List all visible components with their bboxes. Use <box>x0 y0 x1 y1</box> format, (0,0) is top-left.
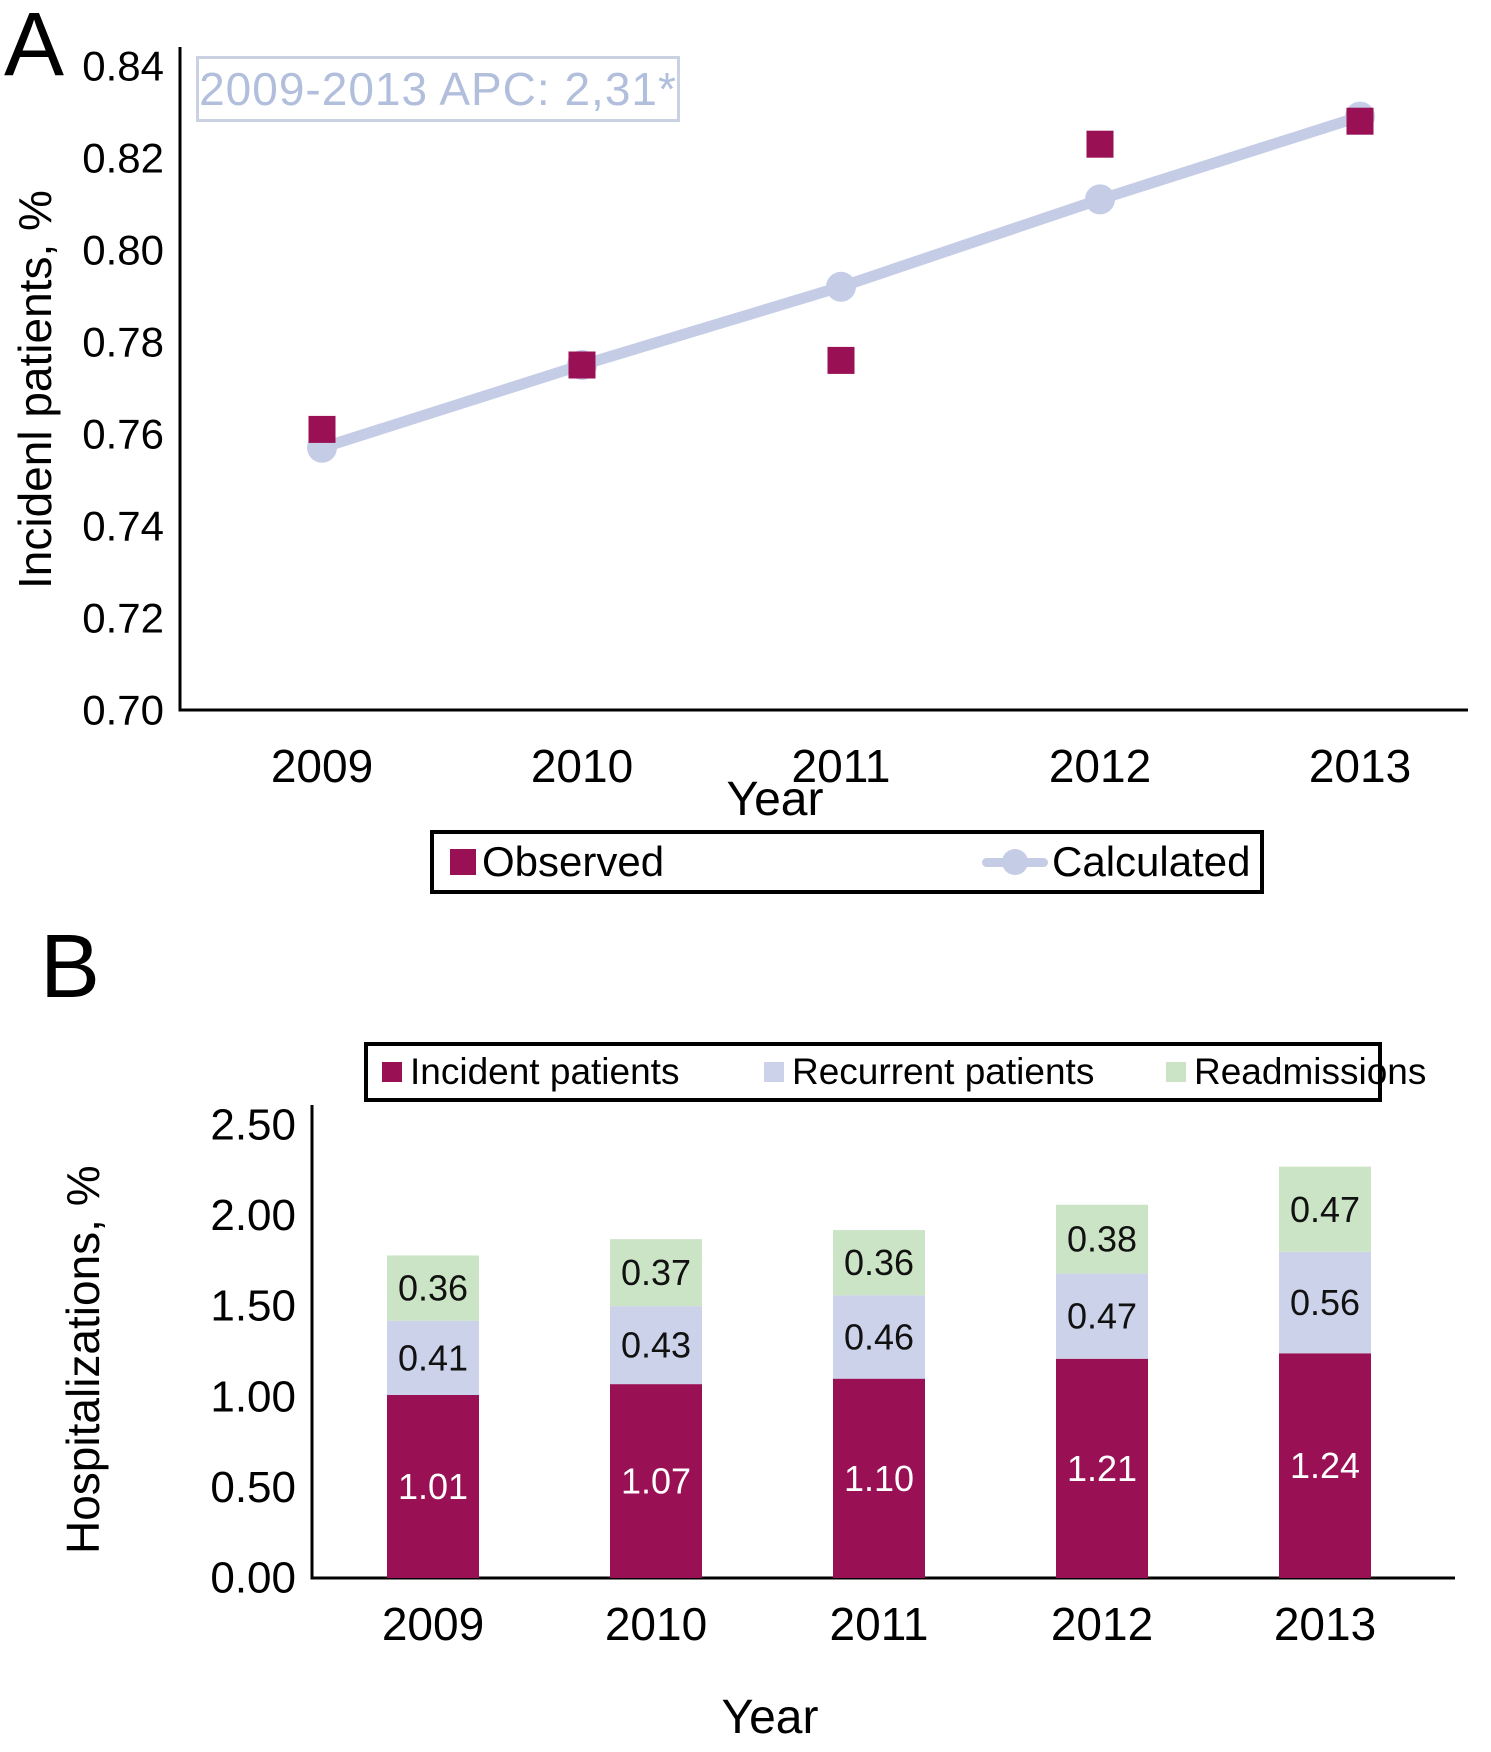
panel-a-y-tick-label: 0.74 <box>82 503 164 550</box>
legend-incident-patients-label: Incident patients <box>410 1051 680 1092</box>
incident-patients-segment <box>1279 1353 1371 1578</box>
bar-value-label: 0.36 <box>398 1268 468 1309</box>
panel-a-y-tick-label: 0.72 <box>82 595 164 642</box>
incident-patients-segment <box>387 1394 479 1578</box>
bar-value-label: 0.46 <box>844 1317 914 1358</box>
panel-a-y-tick-label: 0.80 <box>82 227 164 274</box>
readmissions-segment <box>1279 1166 1371 1252</box>
bar-value-label: 0.56 <box>1290 1282 1360 1323</box>
bar-value-label: 0.47 <box>1290 1189 1360 1230</box>
bar-value-label: 1.21 <box>1067 1448 1137 1489</box>
incident-patients-segment <box>833 1378 925 1578</box>
recurrent-patients-segment <box>610 1306 702 1385</box>
bar-value-label: 0.38 <box>1067 1219 1137 1260</box>
readmissions-segment <box>1056 1204 1148 1274</box>
panel-b-label: B <box>40 917 101 1017</box>
panel-a-y-axis-title: Incidenl patients, % <box>9 190 61 590</box>
bar-value-label: 0.36 <box>844 1242 914 1283</box>
panel-a-x-tick-label: 2013 <box>1309 740 1411 792</box>
recurrent-patients-segment <box>1279 1251 1371 1354</box>
observed-square-marker-icon <box>450 849 476 875</box>
panel-b-x-tick-label: 2011 <box>830 1598 929 1650</box>
observed-point <box>1086 130 1114 158</box>
legend-item-readmissions: Readmissions <box>1166 1046 1426 1098</box>
panel-a-label: A <box>4 0 65 95</box>
bar-value-label: 0.41 <box>398 1337 468 1378</box>
panel-b-y-axis-title: Hospitalizations, % <box>57 1165 109 1555</box>
legend-item-observed: Observed <box>450 834 664 890</box>
recurrent-patients-segment <box>833 1295 925 1379</box>
recurrent-patients-square-marker-icon <box>764 1062 784 1082</box>
panel-b-y-tick-label: 1.50 <box>210 1282 296 1331</box>
legend-recurrent-patients-label: Recurrent patients <box>792 1051 1095 1092</box>
apc-annotation-box: 2009-2013 APC: 2,31* <box>196 56 680 122</box>
bar-value-label: 1.24 <box>1290 1445 1360 1486</box>
incident-patients-segment <box>610 1384 702 1578</box>
readmissions-segment <box>387 1255 479 1321</box>
panel-b-legend: Incident patients Recurrent patients Rea… <box>364 1042 1426 1102</box>
panel-a-x-tick-label: 2012 <box>1049 740 1151 792</box>
panel-b-x-tick-label: 2012 <box>1051 1598 1153 1650</box>
bar-value-label: 1.01 <box>398 1466 468 1507</box>
panel-a-y-tick-label: 0.78 <box>82 319 164 366</box>
panel-b-y-tick-label: 0.00 <box>210 1554 296 1603</box>
panel-a-y-tick-label: 0.76 <box>82 411 164 458</box>
panel-b-x-tick-label: 2010 <box>605 1598 707 1650</box>
panel-b-y-tick-label: 2.00 <box>210 1191 296 1240</box>
legend-item-recurrent-patients: Recurrent patients <box>764 1046 1094 1098</box>
panel-b-x-axis-title: Year <box>721 1691 819 1744</box>
readmissions-square-marker-icon <box>1166 1062 1186 1082</box>
panel-a-y-tick-label: 0.84 <box>82 43 164 90</box>
readmissions-segment <box>610 1239 702 1307</box>
legend-calculated-label: Calculated <box>1052 838 1251 885</box>
incident-patients-segment <box>1056 1358 1148 1578</box>
legend-item-calculated: Calculated <box>982 834 1250 890</box>
panel-b-y-tick-label: 2.50 <box>210 1101 296 1150</box>
observed-point <box>308 415 336 443</box>
calculated-point <box>826 271 856 302</box>
observed-point <box>568 351 596 379</box>
recurrent-patients-segment <box>387 1320 479 1395</box>
bar-value-label: 0.43 <box>621 1325 691 1366</box>
panel-a-y-tick-label: 0.82 <box>82 135 164 182</box>
legend-readmissions-label: Readmissions <box>1194 1051 1427 1092</box>
panel-a-x-tick-label: 2009 <box>271 740 373 792</box>
panel-a-x-tick-label: 2011 <box>792 740 891 792</box>
calculated-point <box>1085 184 1115 215</box>
panel-a-y-tick-label: 0.70 <box>82 687 164 734</box>
recurrent-patients-segment <box>1056 1273 1148 1359</box>
panel-b-y-tick-label: 0.50 <box>210 1463 296 1512</box>
apc-annotation-text: 2009-2013 APC: 2,31* <box>199 63 677 115</box>
observed-point <box>827 346 855 374</box>
legend-observed-label: Observed <box>482 838 665 885</box>
bar-value-label: 1.10 <box>844 1458 914 1499</box>
readmissions-segment <box>833 1230 925 1296</box>
legend-item-incident-patients: Incident patients <box>382 1046 679 1098</box>
bar-value-label: 0.47 <box>1067 1296 1137 1337</box>
panel-b-y-tick-label: 1.00 <box>210 1372 296 1421</box>
panel-a-legend: Observed Calculated <box>430 830 1264 894</box>
panel-b-x-tick-label: 2013 <box>1274 1598 1376 1650</box>
panel-a-x-axis-title: Year <box>726 773 824 826</box>
panel-a-x-tick-label: 2010 <box>531 740 633 792</box>
panel-b-x-tick-label: 2009 <box>382 1598 484 1650</box>
incident-patients-square-marker-icon <box>382 1062 402 1082</box>
bar-value-label: 0.37 <box>621 1252 691 1293</box>
observed-point <box>1346 107 1374 135</box>
calculated-line-circle-marker-icon <box>982 849 1048 875</box>
bar-value-label: 1.07 <box>621 1461 691 1502</box>
